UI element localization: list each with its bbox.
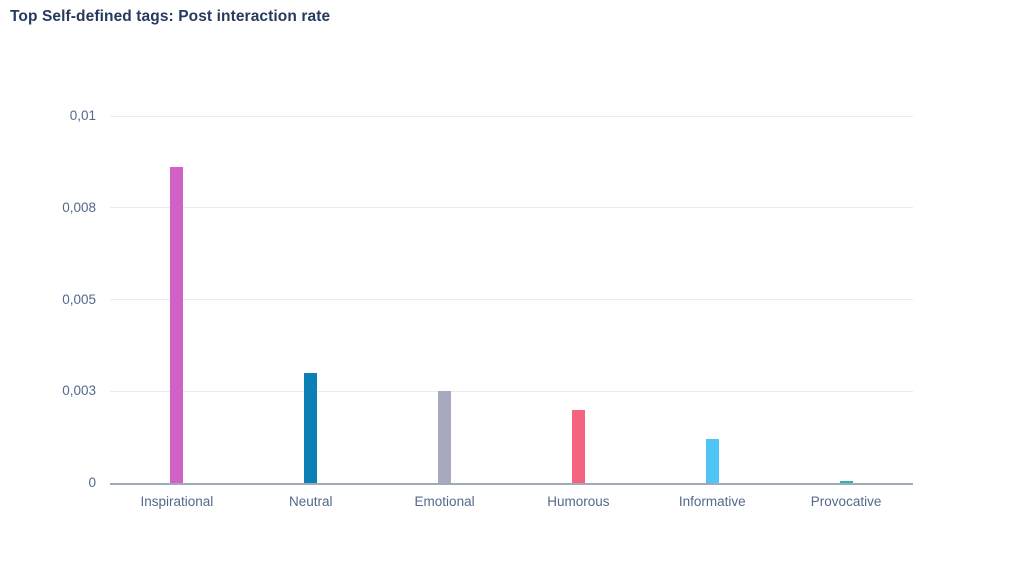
x-axis-category-label: Emotional	[414, 494, 475, 509]
x-axis-category-label: Neutral	[288, 494, 333, 509]
x-axis-category-label: Humorous	[547, 494, 610, 509]
y-axis-tick-label: 0,005	[62, 291, 96, 307]
gridline	[110, 299, 913, 300]
bar-humorous[interactable]	[571, 410, 585, 483]
y-axis-tick-label: 0,008	[62, 199, 96, 215]
x-axis-category-label: Provocative	[810, 494, 882, 509]
gridline	[110, 115, 913, 117]
x-axis-category-label: Inspirational	[140, 494, 214, 509]
chart-title: Top Self-defined tags: Post interaction …	[10, 8, 331, 25]
x-axis-category-label: Informative	[678, 494, 746, 509]
gridline	[110, 207, 913, 209]
y-axis-tick-label: 0	[88, 475, 96, 490]
x-axis-line	[110, 483, 913, 485]
bar-provocative[interactable]	[839, 481, 853, 483]
bar-inspirational[interactable]	[170, 167, 184, 483]
bar-neutral[interactable]	[304, 373, 318, 483]
bar-informative[interactable]	[705, 439, 719, 483]
gridline	[110, 390, 913, 392]
bar-emotional[interactable]	[438, 391, 452, 483]
y-axis-tick-label: 0,003	[62, 383, 96, 399]
y-axis-tick-label: 0,01	[69, 108, 96, 123]
